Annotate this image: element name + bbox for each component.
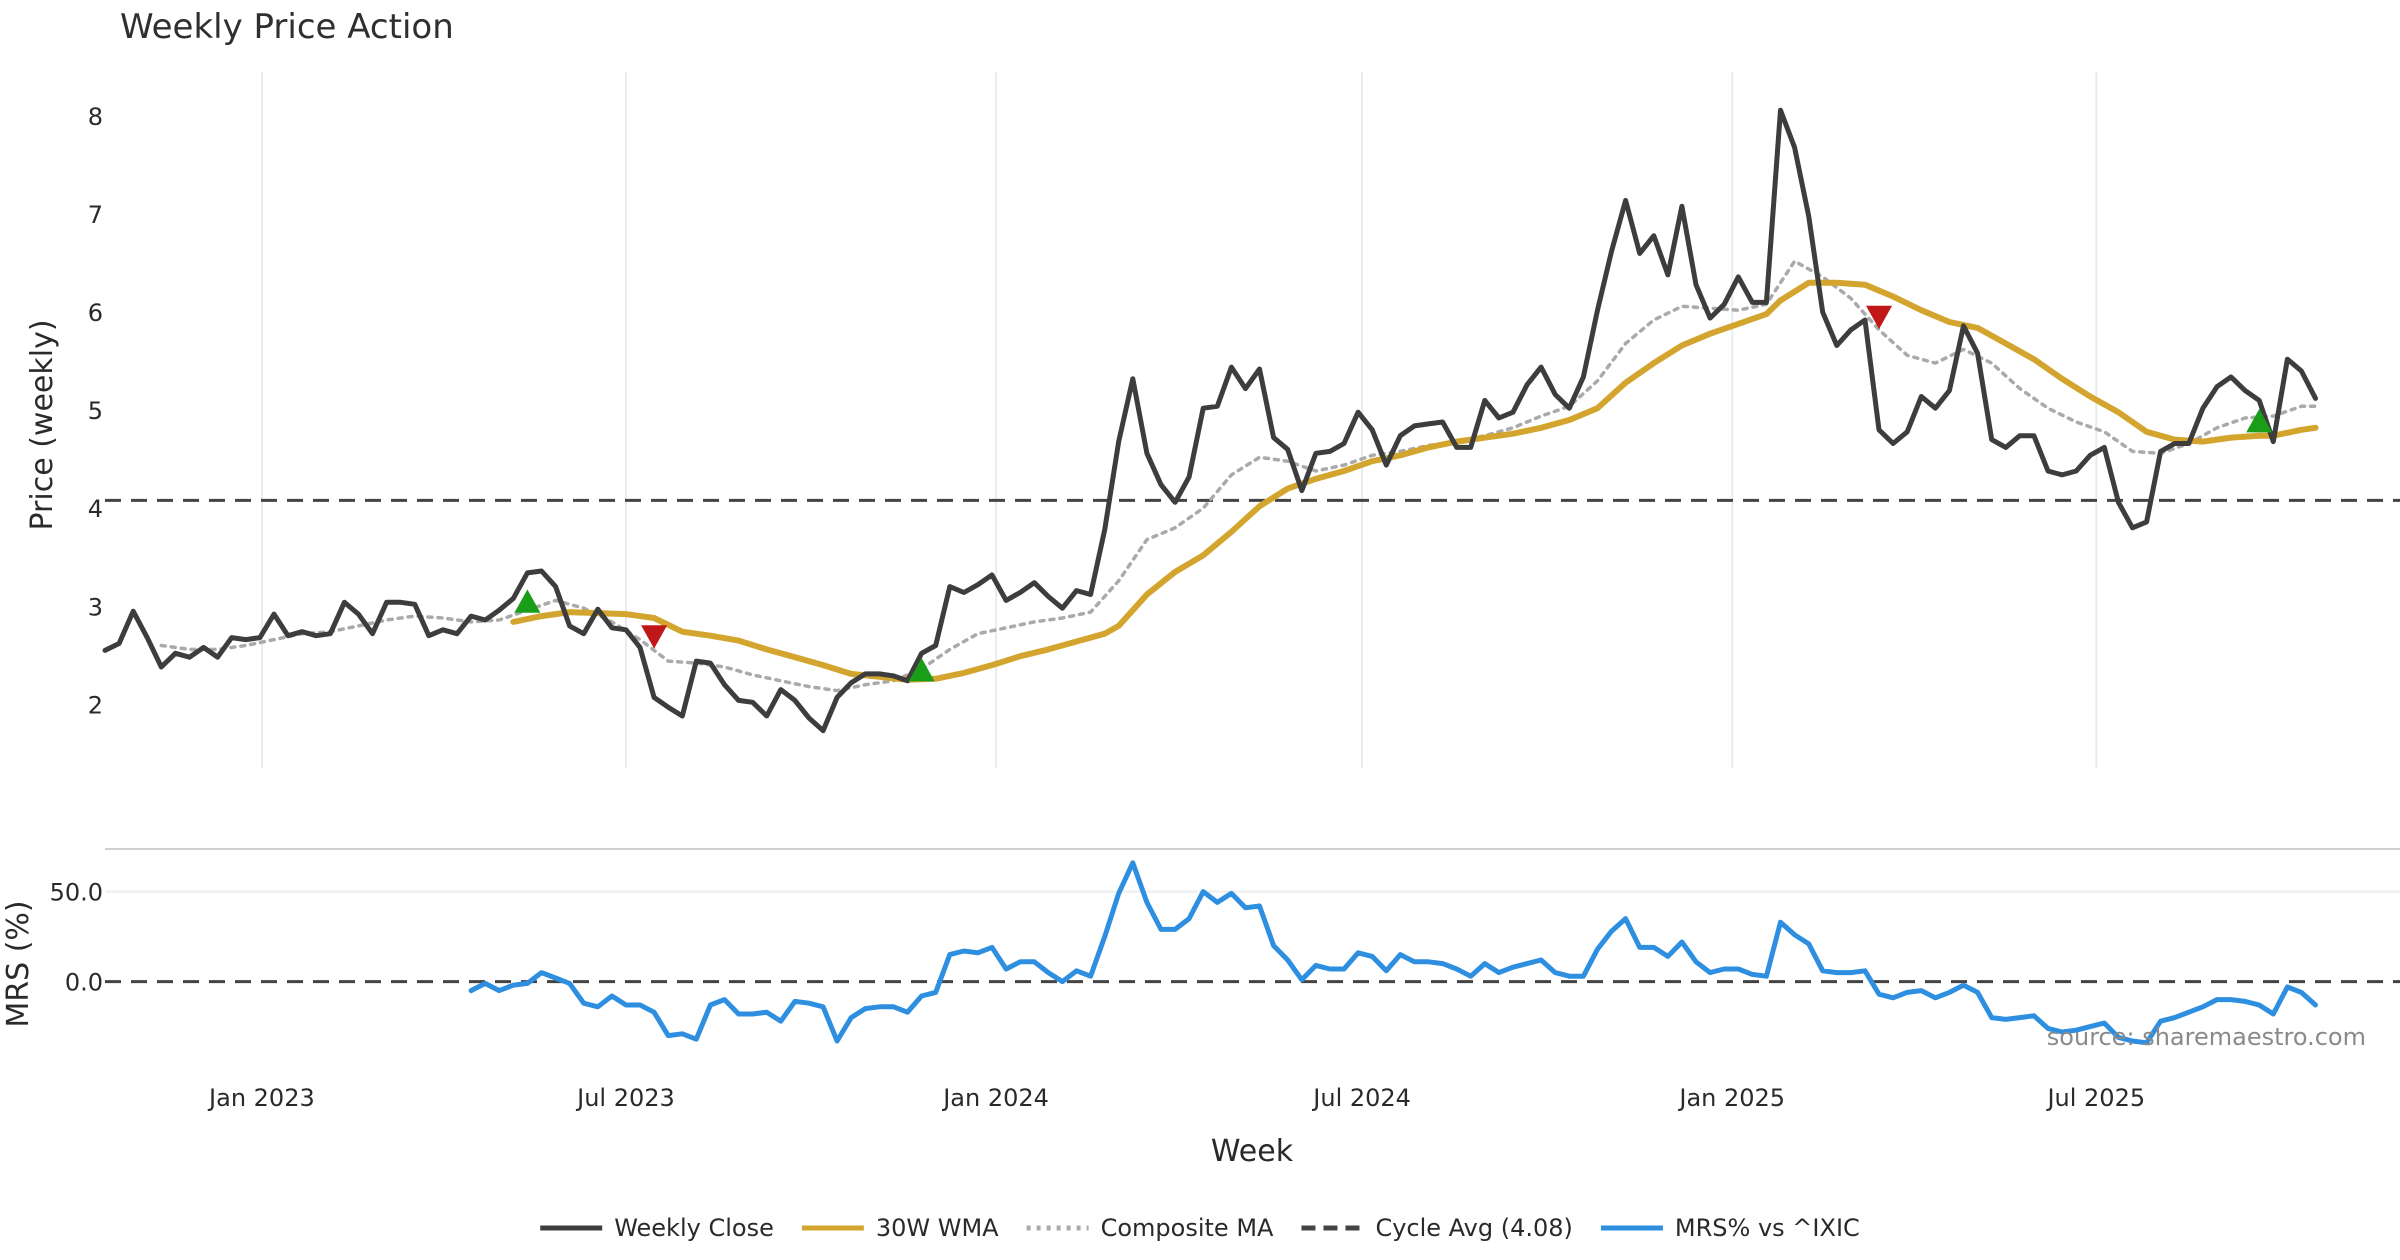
mrs-y-tick-label: 50.0: [50, 879, 103, 907]
x-tick-label: Jul 2025: [2045, 1084, 2145, 1112]
buy-signal-marker: [2246, 408, 2273, 433]
legend-item-weekly-close: Weekly Close: [540, 1214, 774, 1242]
legend-label: Composite MA: [1101, 1214, 1274, 1242]
x-tick-labels: Jan 2023 Jul 2023 Jan 2024 Jul 2024 Jan 2025…: [207, 1084, 2145, 1112]
buy-signal-marker: [514, 589, 541, 613]
weekly-close-line: [102, 107, 2318, 734]
legend-item-composite-ma: Composite MA: [1026, 1214, 1274, 1242]
chart-title: Weekly Price Action: [120, 7, 454, 47]
legend-item-mrs-vs-ixic: MRS% vs ^IXIC: [1600, 1214, 1860, 1242]
price-y-tick-label: 4: [88, 495, 103, 523]
buy-signal-marker: [908, 657, 935, 682]
price-y-tick-labels: 2 3 4 5 6 7 8: [88, 103, 103, 719]
price-series-lines: [102, 107, 2400, 734]
sell-signal-marker: [641, 625, 668, 649]
price-y-tick-label: 3: [88, 593, 103, 621]
mrs-panel: 0.0 50.0 MRS (%) source: sharemaestro.com: [1, 860, 2400, 1051]
price-y-tick-label: 8: [88, 103, 103, 131]
x-tick-label: Jan 2025: [1677, 1084, 1785, 1112]
legend-label: Weekly Close: [614, 1214, 774, 1242]
x-tick-label: Jan 2023: [207, 1084, 315, 1112]
price-y-tick-label: 5: [88, 397, 103, 425]
signal-markers: [514, 305, 2273, 682]
mrs-y-axis-label: MRS (%): [1, 900, 36, 1027]
legend-item-30w-wma: 30W WMA: [801, 1214, 999, 1242]
legend-label: Cycle Avg (4.08): [1375, 1214, 1572, 1242]
mrs-series-lines: [105, 860, 2400, 1046]
legend-label: 30W WMA: [876, 1214, 999, 1242]
sell-signal-marker: [1866, 305, 1893, 330]
price-panel: 2 3 4 5 6 7 8 Price (weekly): [25, 72, 2400, 768]
price-y-tick-label: 7: [88, 201, 103, 229]
legend-label: MRS% vs ^IXIC: [1675, 1214, 1860, 1242]
x-axis-label: Week: [1211, 1134, 1294, 1169]
composite-ma-line: [159, 259, 2318, 693]
price-y-tick-label: 2: [88, 691, 103, 719]
x-tick-label: Jul 2024: [1311, 1084, 1411, 1112]
30w-wma-line: [510, 279, 2319, 683]
price-y-tick-label: 6: [88, 299, 103, 327]
mrs-y-tick-labels: 0.0 50.0: [50, 879, 103, 997]
price-gridlines: [260, 72, 2098, 768]
legend: Weekly Close 30W WMA Composite MA Cycle Avg…: [540, 1214, 1860, 1242]
source-note: source: sharemaestro.com: [2047, 1023, 2366, 1051]
mrs-y-tick-label: 0.0: [65, 969, 103, 997]
mrs-line: [468, 860, 2318, 1046]
x-tick-label: Jan 2024: [941, 1084, 1049, 1112]
x-tick-label: Jul 2023: [575, 1084, 675, 1112]
price-y-axis-label: Price (weekly): [25, 319, 60, 530]
legend-item-cycle-avg-4-08: Cycle Avg (4.08): [1301, 1214, 1573, 1242]
